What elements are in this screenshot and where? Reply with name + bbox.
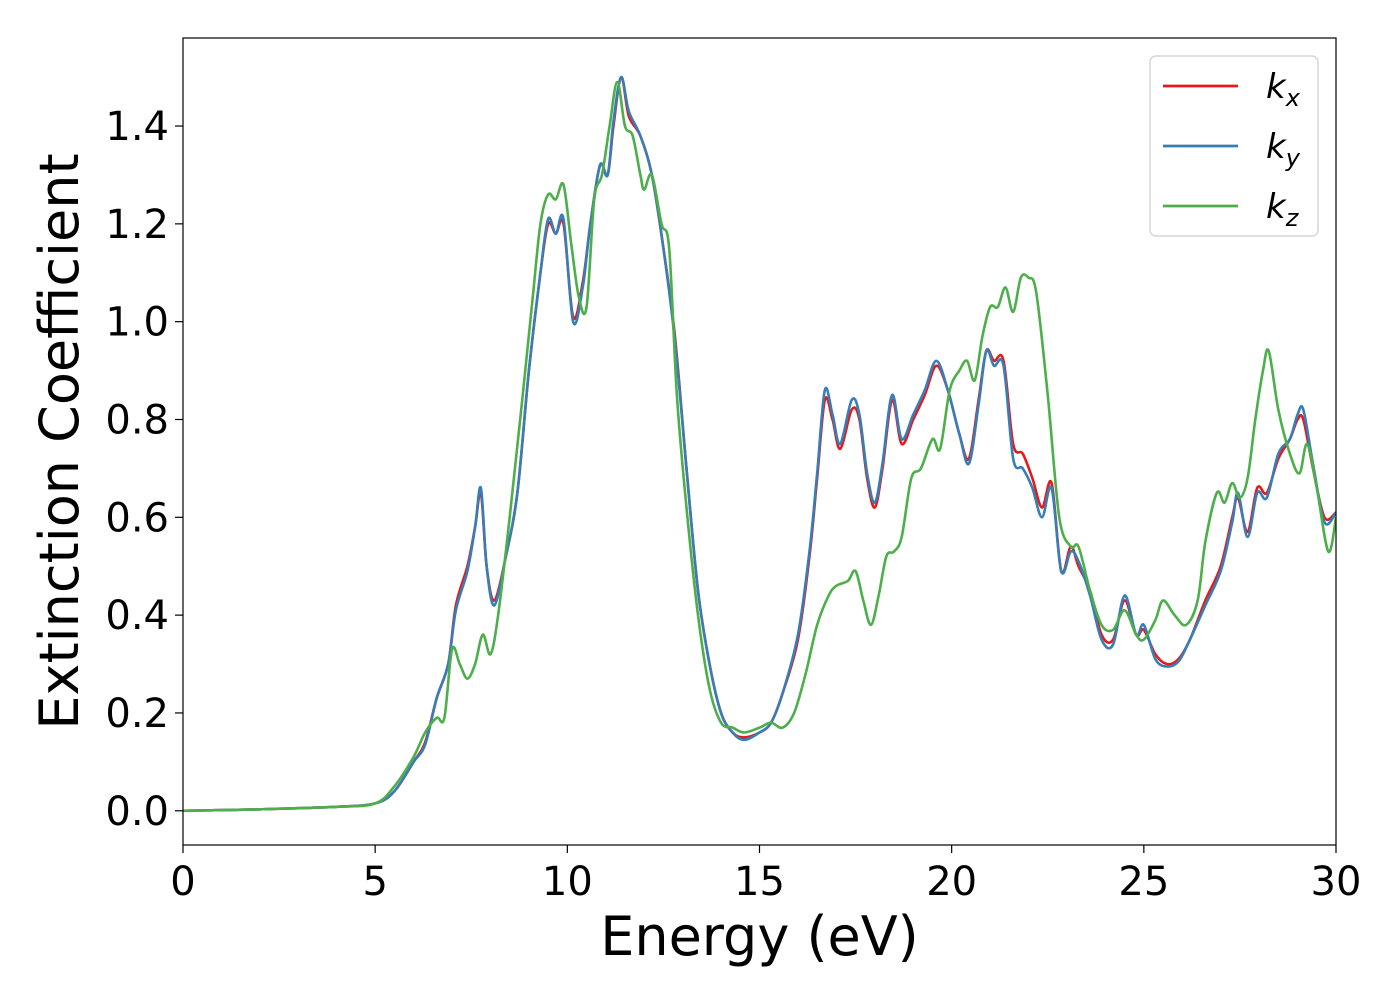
y-axis: 0.0 0.2 0.4 0.6 0.8 1.0 1.2 1.4	[105, 104, 183, 835]
legend-label-subscript: x	[1285, 84, 1301, 112]
legend-label: ky	[1266, 127, 1301, 172]
x-tick-label: 5	[362, 859, 387, 905]
y-tick-label: 1.4	[105, 104, 169, 150]
x-tick-label: 15	[734, 859, 785, 905]
x-tick-label: 0	[170, 859, 195, 905]
y-tick-label: 1.2	[105, 202, 169, 248]
y-tick-label: 0.0	[105, 789, 169, 835]
y-tick-label: 0.6	[105, 495, 169, 541]
legend-label-subscript: y	[1285, 144, 1301, 172]
x-tick-label: 10	[542, 859, 593, 905]
x-tick-label: 20	[926, 859, 977, 905]
y-tick-label: 0.4	[105, 593, 169, 639]
y-tick-label: 0.8	[105, 397, 169, 443]
legend-label-base: k	[1266, 67, 1287, 107]
series-line-k-z	[183, 80, 1336, 813]
x-axis-title: Energy (eV)	[600, 905, 919, 968]
y-axis-title: Extinction Coefficient	[28, 153, 91, 729]
legend-label: kx	[1266, 67, 1301, 112]
x-tick-label: 25	[1118, 859, 1169, 905]
legend-label-base: k	[1266, 127, 1287, 167]
x-axis: 0 5 10 15 20 25 30	[170, 845, 1361, 905]
y-tick-label: 0.2	[105, 691, 169, 737]
series-line-k-y	[183, 75, 1336, 813]
legend-label-base: k	[1266, 187, 1287, 227]
plot-lines	[183, 75, 1336, 813]
y-tick-label: 1.0	[105, 300, 169, 346]
legend-label: kz	[1266, 187, 1300, 232]
x-tick-label: 30	[1311, 859, 1362, 905]
legend-label-subscript: z	[1285, 204, 1300, 232]
